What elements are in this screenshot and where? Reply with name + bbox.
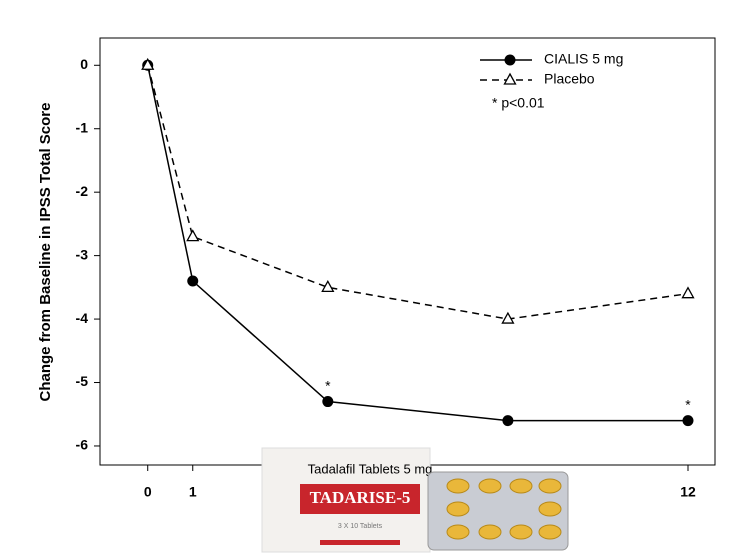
product-pack: 3 X 10 Tablets <box>338 523 383 530</box>
x-tick-label: 1 <box>189 484 197 500</box>
product-brand: TADARISE-5 <box>310 488 411 507</box>
point <box>502 415 514 427</box>
point <box>681 286 695 299</box>
point <box>501 311 515 324</box>
x-tick-label: 0 <box>144 484 152 500</box>
legend-marker <box>504 54 516 66</box>
y-tick-label: -1 <box>76 119 89 135</box>
brand-band <box>300 484 420 514</box>
point <box>187 275 199 287</box>
significance-label: * <box>325 377 331 393</box>
point <box>141 57 155 70</box>
y-tick-label: 0 <box>80 56 88 72</box>
series-line <box>146 65 689 320</box>
significance-label: * <box>685 396 691 412</box>
plot-frame <box>99 37 716 466</box>
y-axis-label: Change from Baseline in IPSS Total Score <box>37 103 54 402</box>
legend-marker <box>503 72 517 85</box>
point <box>186 229 200 242</box>
point <box>321 279 335 292</box>
product-image: Tadalafil Tablets 5 mg TADARISE-5 3 X 10… <box>261 447 569 553</box>
legend-label: Placebo <box>544 71 595 87</box>
y-tick-label: -5 <box>76 373 89 389</box>
legend-label: CIALIS 5 mg <box>544 51 623 67</box>
y-tick-label: -6 <box>76 437 89 453</box>
legend-note: * p<0.01 <box>492 95 545 111</box>
point <box>682 415 694 427</box>
product-stripe <box>320 540 400 545</box>
x-tick-label: 12 <box>680 484 696 500</box>
y-tick-label: -3 <box>76 246 89 262</box>
y-tick-label: -4 <box>76 310 89 326</box>
pills <box>446 478 562 540</box>
product-caption: Tadalafil Tablets 5 mg <box>308 461 433 476</box>
point <box>322 396 334 408</box>
y-tick-label: -2 <box>76 183 89 199</box>
series-line <box>146 65 688 422</box>
